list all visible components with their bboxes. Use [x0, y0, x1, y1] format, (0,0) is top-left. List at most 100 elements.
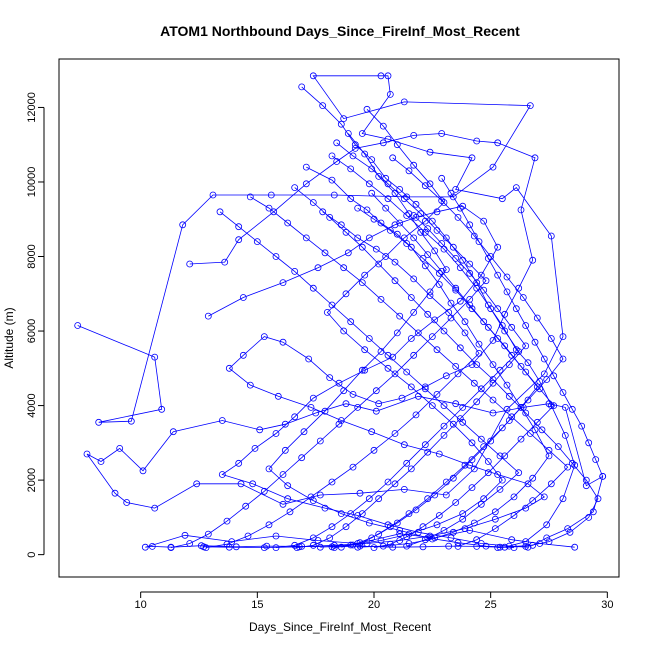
- data-point: [480, 318, 488, 326]
- data-point: [559, 495, 567, 503]
- data-point: [421, 262, 429, 270]
- series-line-2: [208, 205, 529, 548]
- data-point: [417, 228, 425, 236]
- data-point: [361, 150, 369, 158]
- data-point: [592, 456, 600, 464]
- data-point: [365, 234, 373, 242]
- data-point: [419, 254, 427, 262]
- data-point: [435, 512, 443, 519]
- data-point: [452, 362, 460, 370]
- plot-frame: [58, 58, 620, 578]
- data-point: [400, 234, 408, 242]
- data-point: [438, 197, 446, 205]
- data-point: [531, 154, 539, 162]
- data-point: [428, 333, 436, 341]
- data-point: [414, 528, 422, 536]
- data-point: [489, 336, 497, 344]
- data-point: [349, 463, 357, 471]
- data-point: [403, 193, 411, 201]
- data-point: [342, 523, 350, 531]
- data-point: [473, 361, 481, 369]
- data-point: [545, 400, 553, 408]
- data-point: [349, 152, 357, 160]
- data-point: [442, 234, 450, 242]
- data-point: [251, 444, 259, 452]
- data-point: [302, 163, 310, 171]
- data-point: [186, 260, 194, 268]
- data-point: [151, 504, 159, 512]
- data-point: [517, 362, 525, 370]
- data-point: [494, 271, 502, 279]
- data-point: [428, 535, 436, 543]
- data-point: [405, 210, 413, 218]
- data-point: [449, 243, 457, 251]
- data-point: [468, 361, 476, 369]
- data-point: [456, 264, 464, 272]
- data-point: [375, 172, 383, 180]
- data-point: [512, 184, 520, 192]
- data-point: [386, 226, 394, 234]
- data-point: [384, 195, 392, 203]
- data-point: [354, 234, 362, 242]
- series-line-17: [441, 178, 604, 477]
- data-point: [438, 174, 446, 182]
- data-point: [440, 431, 448, 439]
- data-point: [515, 469, 523, 477]
- data-point: [531, 426, 539, 434]
- data-point: [494, 544, 502, 551]
- data-point: [433, 208, 441, 216]
- data-point: [300, 428, 308, 436]
- data-point: [470, 465, 478, 473]
- data-point: [482, 277, 490, 285]
- data-point: [127, 417, 135, 425]
- data-point: [445, 542, 453, 550]
- data-point: [547, 335, 555, 342]
- data-point: [545, 538, 553, 545]
- data-point: [358, 366, 366, 374]
- data-point: [326, 374, 334, 382]
- data-point: [454, 539, 462, 547]
- data-point: [291, 541, 299, 549]
- data-point: [391, 189, 399, 197]
- data-point: [342, 290, 350, 298]
- data-point: [480, 286, 488, 294]
- y-tick-label: 8000: [26, 244, 38, 268]
- data-point: [265, 204, 273, 212]
- data-point: [410, 131, 418, 139]
- data-point: [503, 381, 511, 389]
- data-point: [508, 413, 516, 421]
- data-point: [342, 400, 350, 408]
- data-point: [461, 461, 469, 469]
- data-point: [517, 403, 525, 411]
- data-point: [484, 301, 492, 309]
- data-point: [496, 543, 504, 551]
- data-point: [410, 212, 418, 219]
- data-point: [272, 253, 280, 260]
- data-point: [452, 254, 460, 262]
- data-point: [204, 312, 212, 320]
- data-point: [421, 217, 429, 225]
- data-point: [141, 543, 149, 551]
- data-point: [337, 120, 345, 128]
- data-point: [456, 344, 464, 352]
- data-point: [330, 544, 338, 551]
- data-point: [347, 165, 355, 173]
- data-point: [232, 543, 240, 551]
- data-point: [95, 418, 103, 426]
- data-point: [410, 351, 418, 359]
- data-point: [475, 238, 483, 246]
- data-point: [284, 219, 292, 227]
- data-point: [543, 376, 551, 383]
- data-point: [372, 407, 380, 415]
- data-point: [398, 394, 406, 402]
- data-point: [396, 312, 404, 320]
- data-point: [328, 152, 336, 160]
- data-point: [239, 351, 247, 359]
- y-tick-label: 0: [26, 552, 38, 558]
- data-point: [340, 115, 348, 122]
- data-point: [449, 528, 457, 536]
- data-point: [459, 515, 467, 523]
- data-point: [526, 430, 534, 437]
- data-point: [309, 72, 317, 80]
- data-point: [431, 316, 439, 324]
